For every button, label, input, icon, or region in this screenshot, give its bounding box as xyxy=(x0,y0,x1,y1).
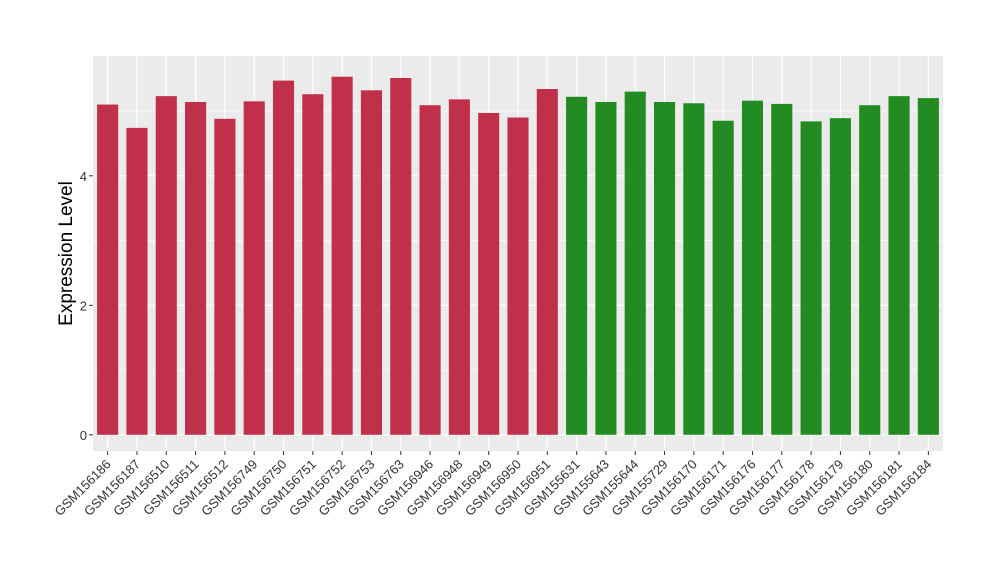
bar xyxy=(272,80,295,435)
bar xyxy=(800,121,822,435)
bar xyxy=(390,78,412,435)
bar xyxy=(683,103,705,435)
bar xyxy=(859,105,881,435)
bar xyxy=(624,91,646,435)
bar xyxy=(917,98,939,435)
bar xyxy=(654,101,676,435)
bar xyxy=(302,94,324,435)
y-axis-title: Expression Level xyxy=(56,181,77,326)
bar xyxy=(243,101,265,435)
bar xyxy=(419,105,441,435)
bar xyxy=(507,117,529,435)
y-tick-label: 0 xyxy=(80,428,87,443)
bar xyxy=(448,99,470,435)
bar xyxy=(97,104,119,435)
bar xyxy=(829,118,851,435)
bar xyxy=(771,103,793,435)
bar xyxy=(888,96,910,435)
bar xyxy=(331,76,353,435)
bar xyxy=(185,101,207,435)
bar xyxy=(360,90,382,435)
bar xyxy=(155,96,177,435)
bar xyxy=(566,96,588,435)
bar xyxy=(126,127,148,435)
bar xyxy=(478,112,500,435)
y-tick-label: 2 xyxy=(80,298,87,313)
bar xyxy=(741,100,764,435)
y-tick-label: 4 xyxy=(80,169,87,184)
bar xyxy=(712,120,734,435)
bar xyxy=(595,101,617,435)
bar xyxy=(536,89,558,435)
bar-layer xyxy=(97,76,939,435)
bar xyxy=(214,118,236,435)
